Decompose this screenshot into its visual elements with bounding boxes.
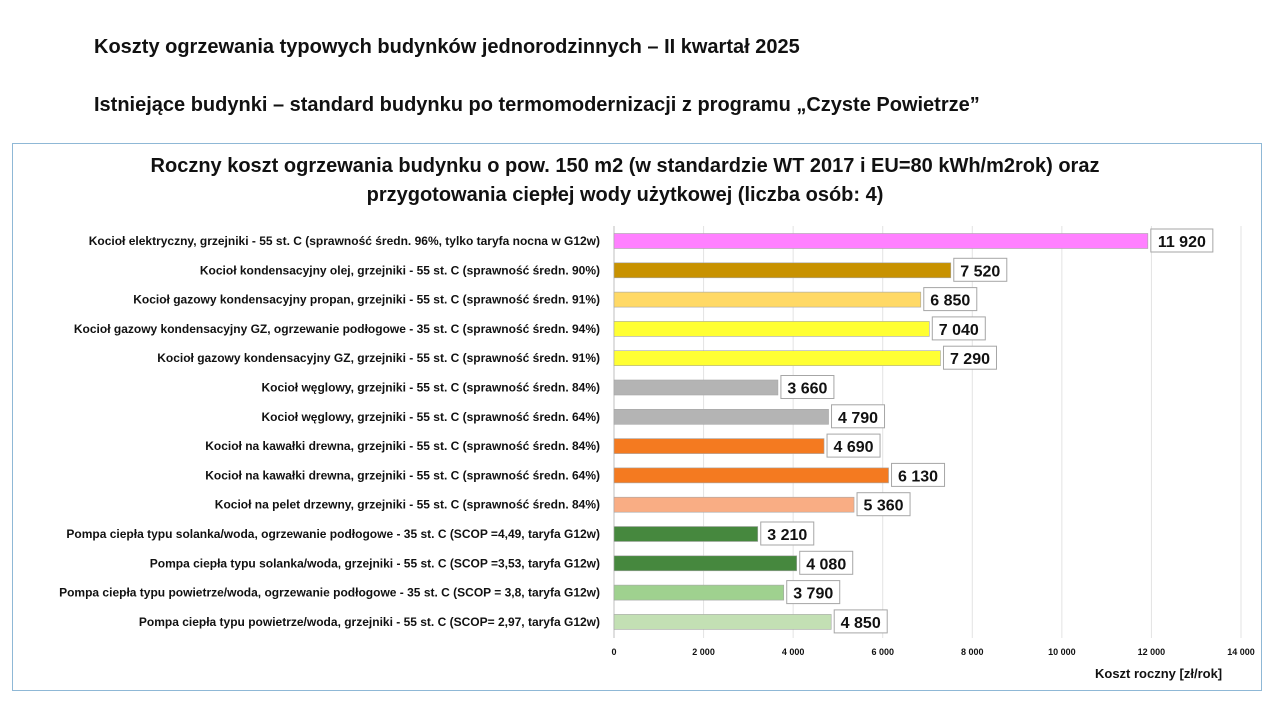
x-tick-label: 6 000: [871, 647, 894, 657]
category-label: Kocioł węglowy, grzejniki - 55 st. C (sp…: [261, 410, 600, 424]
category-label: Kocioł gazowy kondensacyjny propan, grze…: [133, 293, 600, 307]
data-label: 4 850: [841, 615, 881, 632]
data-label: 3 790: [793, 586, 833, 603]
category-label: Kocioł gazowy kondensacyjny GZ, grzejnik…: [157, 351, 600, 365]
data-label: 11 920: [1158, 234, 1206, 251]
slide-title: Koszty ogrzewania typowych budynków jedn…: [94, 36, 800, 58]
bar: [613, 614, 832, 630]
chart-title-line-2: przygotowania ciepłej wody użytkowej (li…: [366, 184, 884, 206]
bar: [613, 438, 825, 454]
data-label: 7 040: [939, 322, 979, 339]
x-tick-label: 10 000: [1048, 647, 1076, 657]
data-label-box: [786, 580, 841, 605]
bar: [613, 555, 798, 572]
data-label: 4 690: [834, 439, 874, 456]
category-label: Kocioł kondensacyjny olej, grzejniki - 5…: [200, 263, 600, 277]
data-label-box: [931, 316, 986, 341]
data-label: 3 660: [787, 381, 827, 398]
data-label-box: [826, 433, 881, 458]
data-label-box: [760, 521, 815, 546]
data-label: 4 080: [806, 556, 846, 573]
category-label: Pompa ciepła typu powietrze/woda, ogrzew…: [59, 586, 600, 600]
x-axis-title: Koszt roczny [zł/rok]: [1095, 666, 1223, 681]
data-label-box: [923, 287, 978, 312]
bar: [613, 408, 829, 425]
data-label: 6 850: [930, 293, 970, 310]
data-label-box: [1150, 228, 1214, 253]
chart-title-line-1: Roczny koszt ogrzewania budynku o pow. 1…: [150, 155, 1100, 177]
category-label: Kocioł węglowy, grzejniki - 55 st. C (sp…: [261, 381, 600, 395]
bar: [613, 467, 889, 484]
data-label-box: [891, 462, 946, 487]
data-label-box: [831, 404, 886, 429]
category-label: Pompa ciepła typu solanka/woda, grzejnik…: [150, 556, 600, 570]
data-label: 6 130: [898, 468, 938, 485]
bar: [613, 291, 922, 308]
category-label: Kocioł na kawałki drewna, grzejniki - 55…: [205, 468, 600, 482]
data-label: 3 210: [767, 527, 807, 544]
x-tick-label: 12 000: [1138, 647, 1166, 657]
slide-subtitle: Istniejące budynki – standard budynku po…: [94, 94, 980, 116]
bar: [613, 233, 1149, 249]
data-label-box: [942, 345, 997, 370]
category-label: Kocioł elektryczny, grzejniki - 55 st. C…: [89, 234, 600, 248]
category-label: Pompa ciepła typu solanka/woda, ogrzewan…: [66, 527, 600, 541]
x-tick-label: 14 000: [1227, 647, 1255, 657]
x-tick-label: 0: [611, 647, 616, 657]
data-label-box: [780, 375, 835, 399]
data-label: 4 790: [838, 410, 878, 427]
bar: [613, 584, 785, 601]
category-label: Kocioł na pelet drzewny, grzejniki - 55 …: [215, 498, 600, 512]
x-tick-label: 2 000: [692, 647, 715, 657]
bar: [613, 350, 941, 367]
data-label-box: [953, 257, 1008, 282]
data-label: 7 290: [950, 351, 990, 368]
x-tick-label: 4 000: [782, 647, 805, 657]
bar: [613, 379, 779, 396]
bar: [613, 496, 855, 513]
data-label-box: [856, 492, 911, 517]
x-tick-label: 8 000: [961, 647, 984, 657]
data-label-box: [799, 550, 854, 575]
bar: [613, 321, 930, 337]
bar: [613, 262, 952, 279]
data-label: 5 360: [864, 498, 904, 515]
data-label: 7 520: [960, 263, 1000, 280]
category-label: Kocioł gazowy kondensacyjny GZ, ogrzewan…: [74, 322, 600, 336]
category-label: Pompa ciepła typu powietrze/woda, grzejn…: [139, 615, 600, 629]
category-label: Kocioł na kawałki drewna, grzejniki - 55…: [205, 439, 600, 453]
bar: [613, 526, 759, 542]
data-label-box: [833, 609, 888, 634]
